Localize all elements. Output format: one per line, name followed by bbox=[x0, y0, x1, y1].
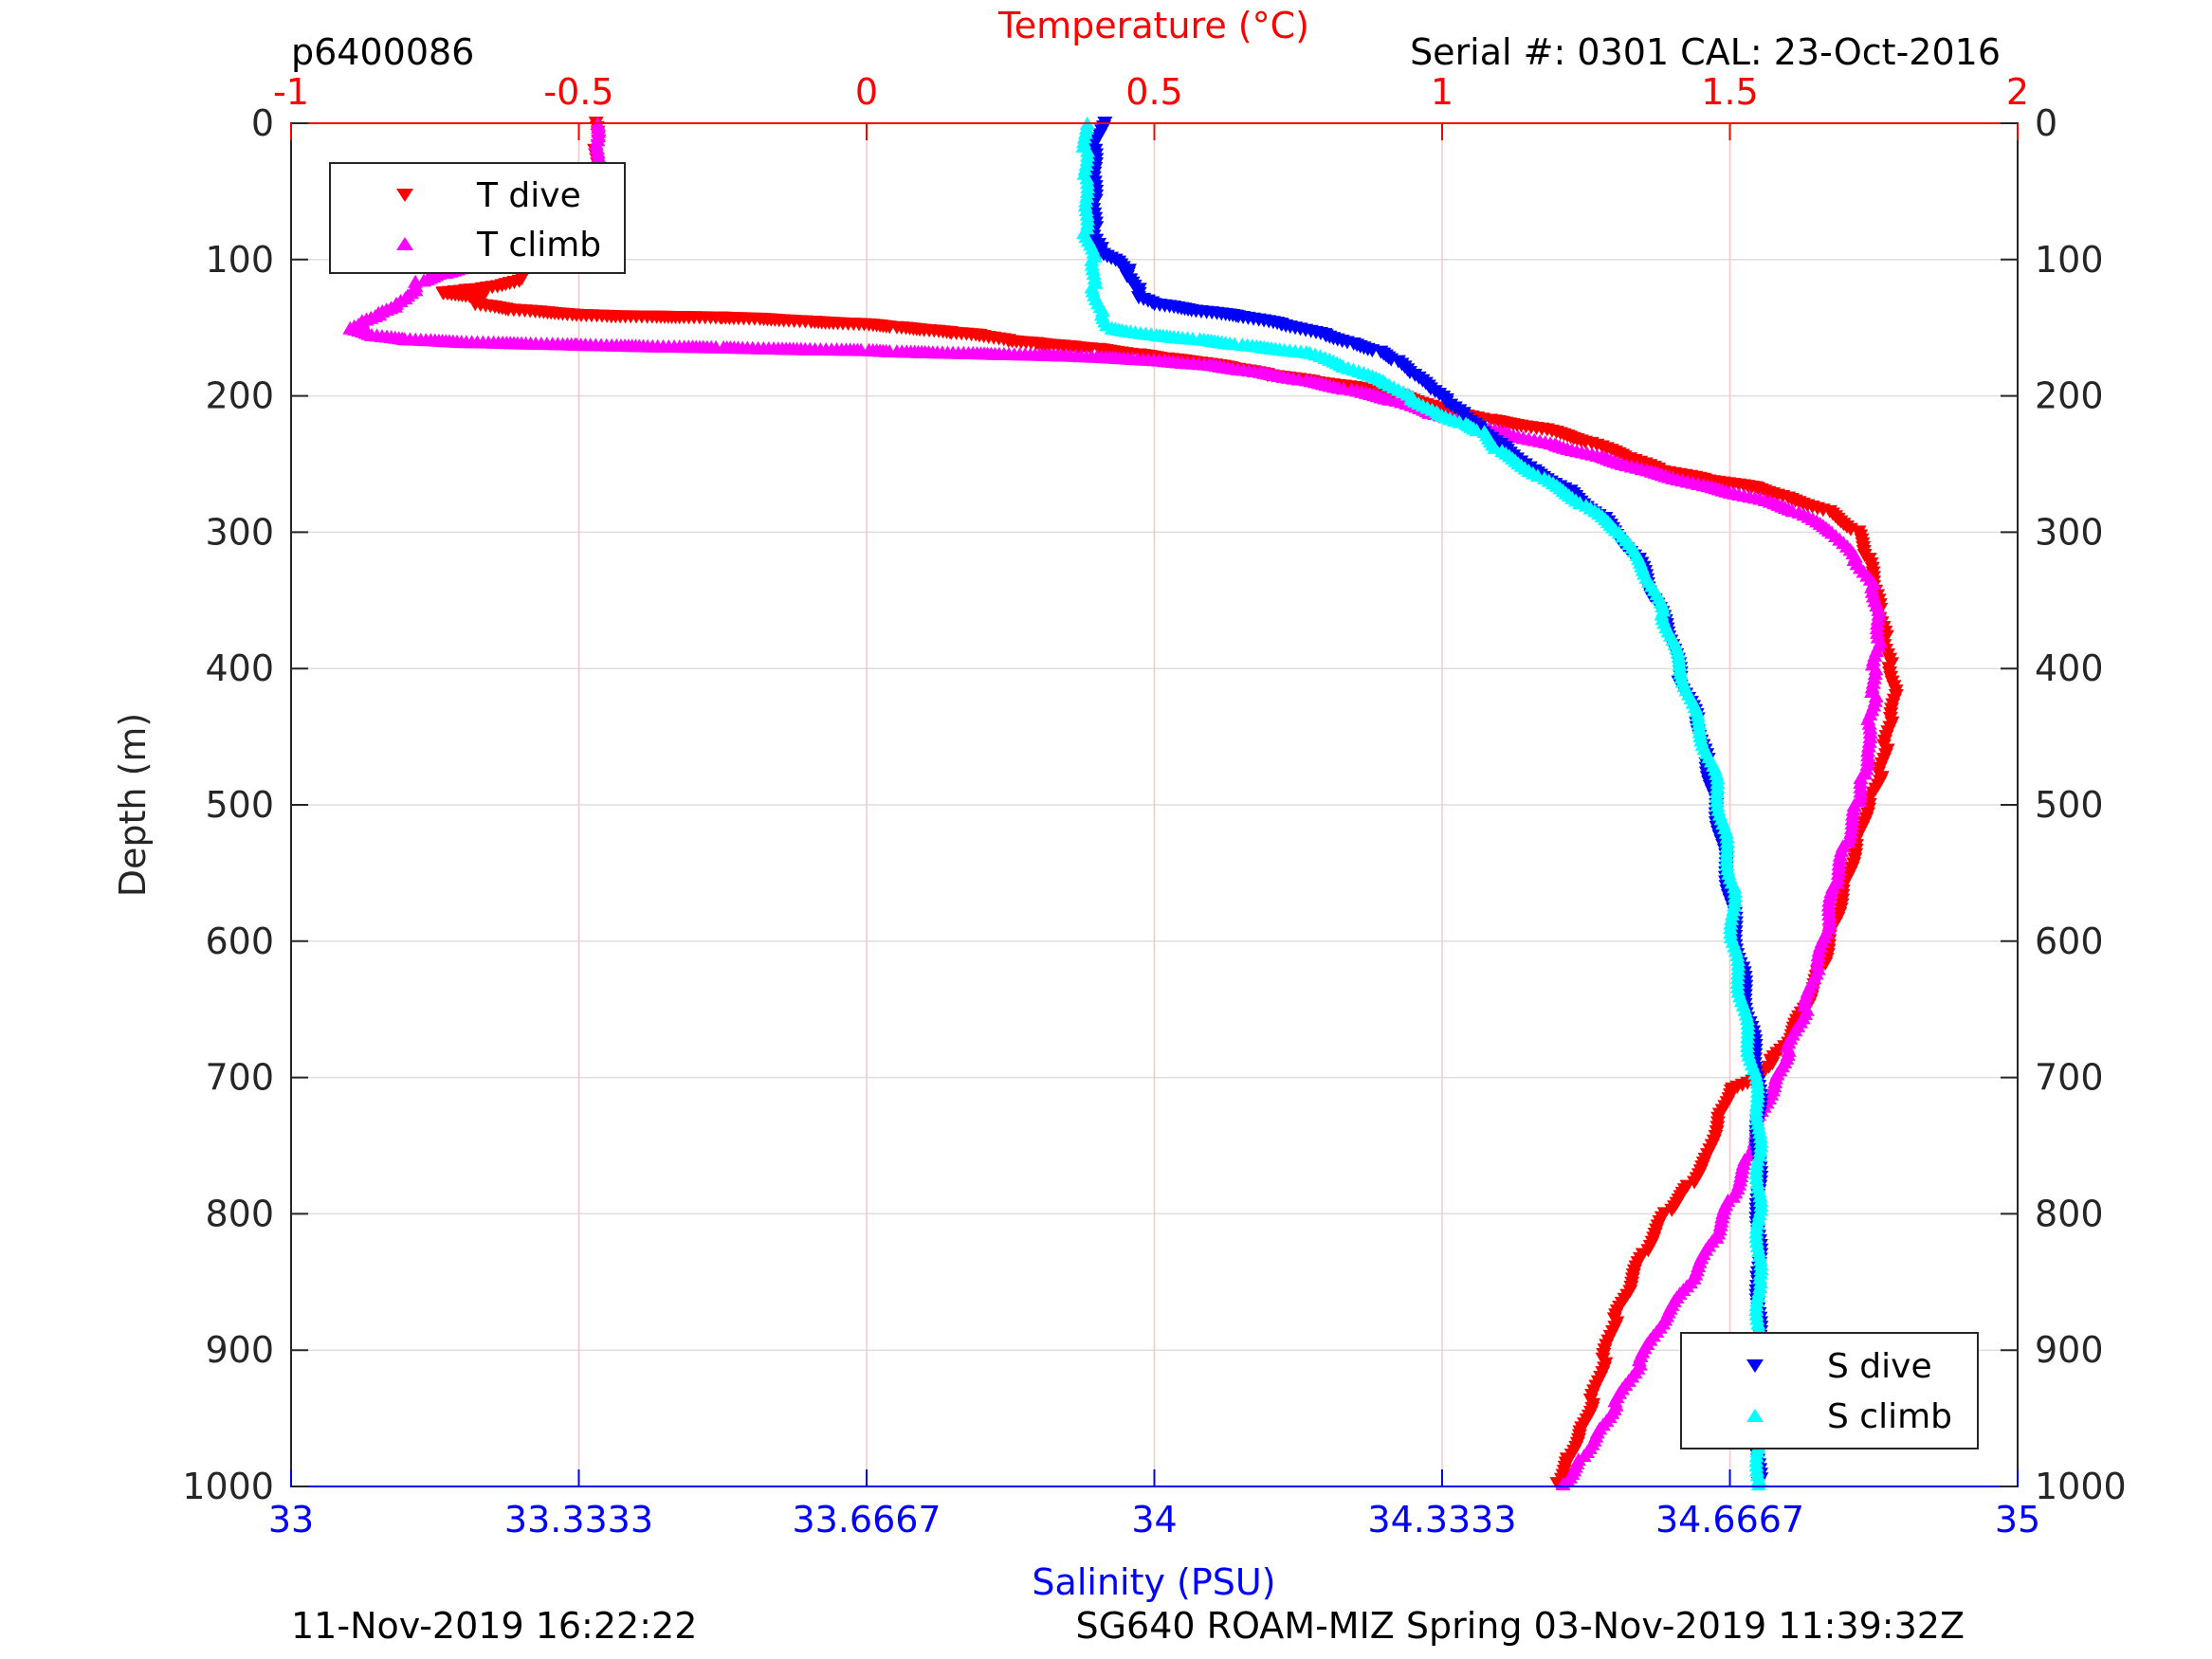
data-point bbox=[1664, 1203, 1680, 1217]
depth-tick-label-right: 500 bbox=[2035, 784, 2104, 826]
salinity-tick-label: 33.3333 bbox=[504, 1499, 653, 1540]
depth-tick-label-left: 0 bbox=[251, 102, 274, 144]
data-point bbox=[1687, 1176, 1703, 1190]
salinity-axis-title: Salinity (PSU) bbox=[1032, 1561, 1275, 1603]
depth-tick-label-right: 800 bbox=[2035, 1193, 2104, 1234]
series-s-climb bbox=[1075, 117, 1769, 1491]
depth-tick-label-left: 1000 bbox=[182, 1466, 274, 1507]
footer-timestamp: 11-Nov-2019 16:22:22 bbox=[291, 1605, 697, 1647]
depth-tick-label-left: 700 bbox=[205, 1057, 274, 1099]
depth-tick-label-right: 400 bbox=[2035, 647, 2104, 689]
s-dive-legend-label: S dive bbox=[1827, 1347, 1932, 1386]
depth-tick-label-right: 300 bbox=[2035, 511, 2104, 553]
temperature-tick-label: -0.5 bbox=[543, 71, 613, 113]
depth-tick-label-left: 600 bbox=[205, 921, 274, 962]
depth-tick-label-right: 1000 bbox=[2035, 1466, 2127, 1507]
depth-axis-title: Depth (m) bbox=[112, 713, 154, 898]
temperature-tick-label: 2 bbox=[2006, 71, 2029, 113]
depth-tick-label-right: 200 bbox=[2035, 375, 2104, 417]
s-climb-legend-marker bbox=[1746, 1409, 1764, 1422]
serial-calibration-label: Serial #: 0301 CAL: 23-Oct-2016 bbox=[1410, 31, 2001, 73]
t-climb-legend-marker bbox=[396, 237, 413, 250]
temperature-tick-label: 0.5 bbox=[1125, 71, 1182, 113]
footer-mission-info: SG640 ROAM-MIZ Spring 03-Nov-2019 11:39:… bbox=[1075, 1605, 1965, 1647]
t-dive-legend-marker bbox=[396, 189, 413, 202]
salinity-tick-label: 34 bbox=[1131, 1499, 1177, 1540]
temperature-legend: T dive T climb bbox=[329, 162, 626, 274]
temperature-tick-label: 1 bbox=[1431, 71, 1453, 113]
depth-tick-label-left: 800 bbox=[205, 1193, 274, 1234]
salinity-legend-box bbox=[1680, 1332, 1979, 1449]
salinity-tick-label: 33.6667 bbox=[792, 1499, 941, 1540]
salinity-tick-label: 35 bbox=[1995, 1499, 2040, 1540]
data-point bbox=[1549, 1477, 1565, 1491]
file-id-label: p6400086 bbox=[291, 31, 474, 73]
salinity-tick-label: 33 bbox=[268, 1499, 314, 1540]
temperature-tick-label: -1 bbox=[273, 71, 309, 113]
depth-tick-label-left: 500 bbox=[205, 784, 274, 826]
depth-tick-label-left: 100 bbox=[205, 239, 274, 281]
temperature-axis-title: Temperature (°C) bbox=[997, 5, 1309, 46]
t-dive-legend-label: T dive bbox=[476, 176, 581, 215]
depth-tick-label-right: 700 bbox=[2035, 1057, 2104, 1099]
salinity-legend: S dive S climb bbox=[1680, 1332, 1979, 1449]
series-s-dive bbox=[1084, 117, 1769, 1491]
depth-tick-label-left: 200 bbox=[205, 375, 274, 417]
temperature-legend-box bbox=[329, 162, 626, 274]
depth-tick-label-left: 400 bbox=[205, 647, 274, 689]
series-layer bbox=[342, 117, 1904, 1491]
depth-tick-label-right: 0 bbox=[2035, 102, 2057, 144]
depth-tick-label-right: 900 bbox=[2035, 1329, 2104, 1371]
s-climb-legend-label: S climb bbox=[1827, 1397, 1952, 1436]
t-climb-legend-label: T climb bbox=[476, 226, 601, 264]
salinity-tick-label: 34.6667 bbox=[1655, 1499, 1804, 1540]
s-dive-legend-marker bbox=[1746, 1359, 1764, 1373]
depth-tick-label-left: 900 bbox=[205, 1329, 274, 1371]
depth-tick-label-right: 100 bbox=[2035, 239, 2104, 281]
salinity-tick-label: 34.3333 bbox=[1367, 1499, 1516, 1540]
depth-tick-label-right: 600 bbox=[2035, 921, 2104, 962]
axis-layer: 0 0 100 100 200 200 300 300 400 400 500 500 600 600 70… bbox=[182, 71, 2126, 1540]
temperature-tick-label: 0 bbox=[855, 71, 878, 113]
temperature-tick-label: 1.5 bbox=[1701, 71, 1758, 113]
depth-tick-label-left: 300 bbox=[205, 511, 274, 553]
